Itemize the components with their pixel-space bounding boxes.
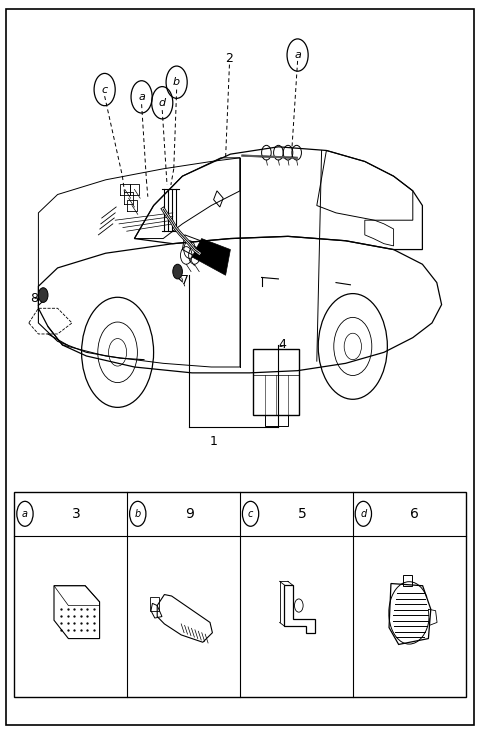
Bar <box>150 597 158 611</box>
Text: 5: 5 <box>298 506 306 521</box>
Text: a: a <box>138 92 145 102</box>
Text: b: b <box>134 509 141 519</box>
Bar <box>253 349 299 415</box>
Text: 3: 3 <box>72 506 81 521</box>
Text: 2: 2 <box>226 52 233 65</box>
Text: 4: 4 <box>278 338 286 352</box>
Text: 1: 1 <box>210 435 217 448</box>
Text: a: a <box>294 50 301 60</box>
Text: c: c <box>102 84 108 95</box>
Text: a: a <box>22 509 28 519</box>
Circle shape <box>38 288 48 302</box>
Text: 8: 8 <box>31 292 38 305</box>
Text: b: b <box>173 77 180 87</box>
Text: 6: 6 <box>410 506 419 521</box>
Bar <box>14 492 466 697</box>
Text: d: d <box>159 98 166 108</box>
Text: 9: 9 <box>185 506 193 521</box>
Text: c: c <box>248 509 253 519</box>
Text: 7: 7 <box>181 274 189 287</box>
Bar <box>265 415 288 426</box>
Bar <box>403 575 412 586</box>
Polygon shape <box>192 239 230 275</box>
Circle shape <box>173 264 182 279</box>
Text: d: d <box>360 509 367 519</box>
